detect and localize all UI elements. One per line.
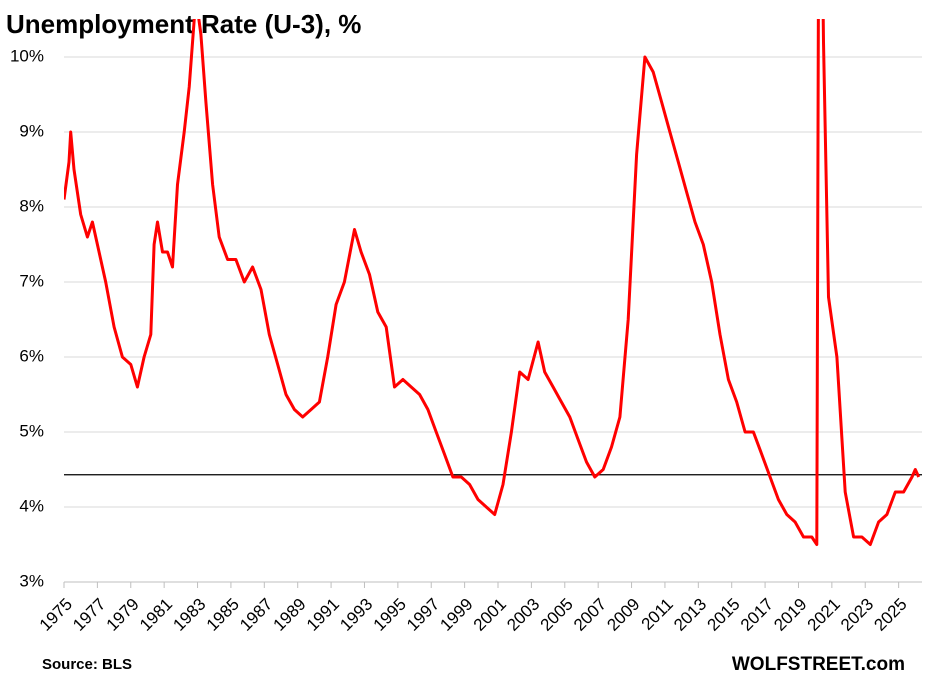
x-tick-label: 2003 (503, 595, 543, 635)
y-tick-label: 10% (10, 46, 44, 65)
x-tick-label: 1985 (203, 595, 243, 635)
watermark: WOLFSTREET.com (732, 654, 905, 675)
x-tick-label: 1999 (436, 595, 476, 635)
x-tick-label: 2011 (638, 595, 677, 634)
x-tick-label: 2009 (603, 595, 643, 635)
x-tick-label: 1993 (336, 595, 376, 635)
x-tick-label: 2015 (704, 595, 744, 635)
source: Source: BLS (42, 656, 132, 673)
x-tick-label: 1995 (370, 595, 410, 635)
data-line (64, 19, 921, 546)
x-tick-label: 1981 (136, 595, 176, 635)
x-tick-label: 2019 (770, 595, 810, 635)
x-tick-label: 1977 (69, 595, 109, 635)
plot-area (64, 19, 922, 546)
y-tick-label: 9% (19, 121, 44, 140)
x-tick-label: 1989 (270, 595, 310, 635)
x-tick-label: 1983 (169, 595, 209, 635)
y-tick-label: 6% (19, 346, 44, 365)
x-tick-label: 2023 (837, 595, 877, 635)
x-tick-label: 1997 (403, 595, 443, 635)
x-tick-label: 2013 (670, 595, 710, 635)
chart-title: Unemployment Rate (U-3), % (6, 9, 361, 39)
x-tick-label: 2025 (870, 595, 910, 635)
x-tick-label: 2005 (537, 595, 577, 635)
x-tick-label: 1991 (303, 595, 343, 635)
y-tick-label: 7% (19, 271, 44, 290)
x-tick-label: 1975 (36, 595, 76, 635)
x-tick-label: 2017 (737, 595, 777, 635)
x-tick-label: 1979 (103, 595, 143, 635)
x-tick-label: 2001 (470, 595, 510, 635)
y-tick-label: 5% (19, 421, 44, 440)
x-tick-label: 1987 (236, 595, 276, 635)
y-tick-label: 3% (19, 571, 44, 590)
x-tick-label: 2007 (570, 595, 610, 635)
x-tick-label: 2021 (804, 595, 844, 635)
y-tick-label: 4% (19, 496, 44, 515)
y-tick-label: 8% (19, 196, 44, 215)
